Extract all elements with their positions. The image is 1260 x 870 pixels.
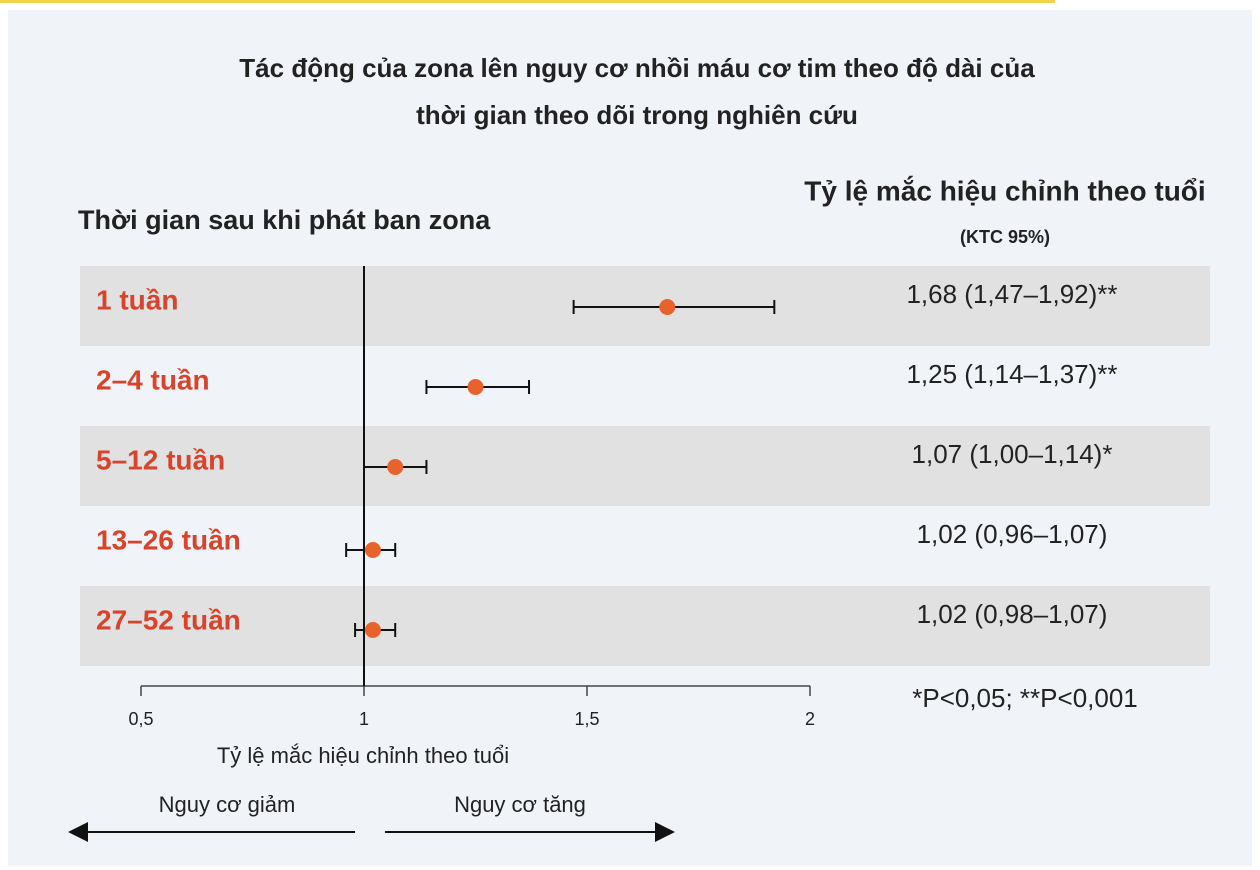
point (387, 459, 404, 475)
point (467, 379, 484, 395)
row-label: 2–4 tuần (96, 364, 210, 395)
value-header: Tỷ lệ mắc hiệu chỉnh theo tuổi (804, 175, 1205, 206)
row-band (80, 426, 1210, 506)
title-line: Tác động của zona lên nguy cơ nhồi máu c… (239, 53, 1035, 83)
row-band (80, 586, 1210, 666)
title-line: thời gian theo dõi trong nghiên cứu (416, 100, 858, 130)
x-axis-label: Tỷ lệ mắc hiệu chỉnh theo tuổi (217, 743, 509, 768)
footnote: *P<0,05; **P<0,001 (912, 683, 1138, 713)
top-border (0, 0, 1055, 3)
value-label: 1,02 (0,96–1,07) (917, 519, 1108, 549)
x-tick-label: 1 (359, 709, 369, 729)
row-label: 13–26 tuần (96, 524, 241, 555)
direction-label: Nguy cơ giảm (159, 792, 296, 817)
point (364, 542, 381, 558)
value-subheader: (KTC 95%) (960, 227, 1050, 247)
point (659, 299, 676, 315)
value-label: 1,02 (0,98–1,07) (917, 599, 1108, 629)
direction-label: Nguy cơ tăng (454, 792, 586, 817)
value-label: 1,68 (1,47–1,92)** (906, 279, 1117, 309)
row-header: Thời gian sau khi phát ban zona (78, 205, 491, 235)
value-label: 1,25 (1,14–1,37)** (906, 359, 1117, 389)
row-label: 27–52 tuần (96, 604, 241, 635)
x-tick-label: 1,5 (574, 709, 599, 729)
row-label: 5–12 tuần (96, 444, 225, 475)
row-label: 1 tuần (96, 284, 178, 315)
x-tick-label: 0,5 (128, 709, 153, 729)
point (364, 622, 381, 638)
x-tick-label: 2 (805, 709, 815, 729)
value-label: 1,07 (1,00–1,14)* (912, 439, 1113, 469)
